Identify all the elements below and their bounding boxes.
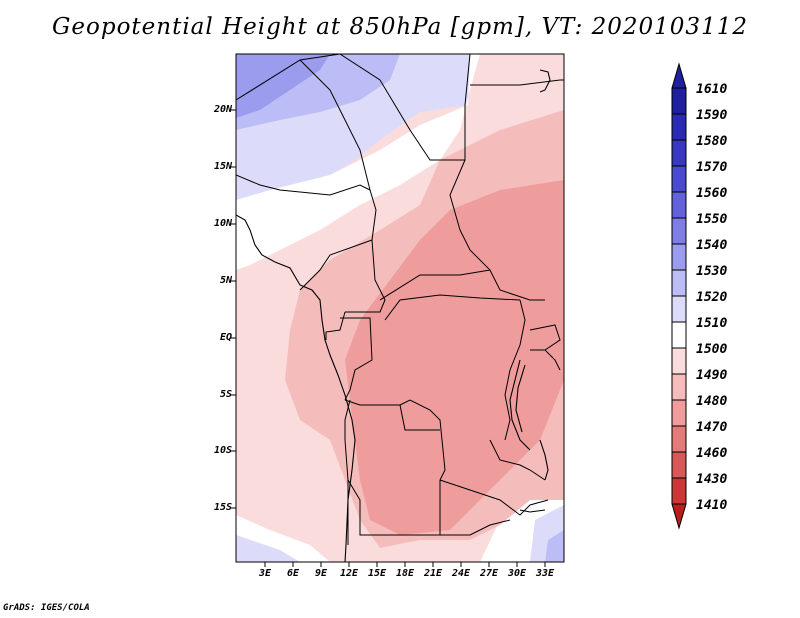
colorbar-swatch	[671, 139, 687, 167]
map-frame	[235, 53, 565, 563]
lon-label-6e: 6E	[286, 568, 300, 579]
lon-ticks	[264, 562, 546, 567]
border-line	[325, 311, 346, 340]
border-line	[347, 479, 440, 536]
border-line	[439, 480, 511, 536]
colorbar-bottom-arrow	[671, 503, 687, 530]
colorbar-swatch	[671, 243, 687, 271]
lake-malawi	[539, 439, 549, 481]
field-1480-northeast	[470, 215, 560, 280]
border-line	[384, 294, 521, 321]
border-line	[529, 324, 561, 351]
lat-label-eq: EQ	[219, 332, 232, 343]
lon-label-9e: 9E	[314, 568, 328, 579]
lon-label-18e: 18E	[395, 568, 415, 579]
lat-label-15n: 15N	[213, 161, 232, 172]
lon-label-12e: 12E	[339, 568, 359, 579]
field-1520-south	[236, 535, 300, 562]
colorbar-swatch	[671, 295, 687, 323]
border-line	[504, 299, 526, 441]
colorbar-label: 1530	[696, 264, 727, 279]
colorbar-swatch	[671, 87, 687, 115]
lat-label-5n: 5N	[219, 275, 232, 286]
coastline	[236, 69, 551, 562]
grads-credit: GrADS: IGES/COLA	[3, 603, 90, 613]
colorbar-swatch	[671, 191, 687, 219]
border-line	[544, 349, 561, 371]
field-1510-band	[236, 54, 480, 270]
colorbar: 1610 1590 1580 1570 1560 1550 1540 1530 1520 1510…	[671, 62, 727, 530]
colorbar-swatch	[671, 321, 687, 349]
colorbar-label: 1480	[696, 394, 727, 409]
colorbar-label: 1560	[696, 186, 727, 201]
colorbar-label: 1430	[696, 472, 727, 487]
colorbar-swatch	[671, 477, 687, 505]
border-line	[439, 479, 549, 516]
border-line	[236, 174, 371, 196]
colorbar-swatch	[671, 165, 687, 193]
lat-label-15s: 15S	[213, 502, 232, 513]
colorbar-label: 1490	[696, 368, 727, 383]
lat-label-20n: 20N	[213, 104, 232, 115]
colorbar-label: 1510	[696, 316, 727, 331]
lon-label-15e: 15E	[367, 568, 387, 579]
border-line	[339, 54, 471, 161]
field-1540-zone	[236, 54, 330, 118]
chart-title: Geopotential Height at 850hPa [gpm], VT:…	[52, 14, 748, 40]
colorbar-label: 1570	[696, 160, 727, 175]
colorbar-swatch	[671, 217, 687, 245]
colorbar-label: 1550	[696, 212, 727, 227]
border-line	[489, 439, 546, 481]
colorbar-label: 1460	[696, 446, 727, 461]
border-line	[340, 317, 373, 401]
colorbar-swatch	[671, 347, 687, 375]
colorbar-swatch	[671, 399, 687, 427]
border-line	[299, 239, 373, 291]
border-line	[449, 159, 545, 301]
colorbar-label: 1580	[696, 134, 727, 149]
colorbar-swatch	[671, 373, 687, 401]
colorbar-swatch	[671, 269, 687, 297]
coastline-northeast	[539, 69, 551, 93]
lake-kariba	[519, 509, 546, 513]
lon-label-24e: 24E	[451, 568, 471, 579]
border-line	[345, 239, 386, 313]
lon-label-21e: 21E	[423, 568, 443, 579]
colorbar-swatch	[671, 451, 687, 479]
border-line	[379, 269, 491, 301]
lake-tanganyika	[509, 359, 531, 451]
border-line	[470, 79, 564, 86]
colorbar-label: 1520	[696, 290, 727, 305]
colorbar-label: 1410	[696, 498, 727, 513]
height-field	[236, 54, 564, 562]
lon-label-3e: 3E	[258, 568, 272, 579]
country-borders	[236, 54, 564, 545]
lon-label-33e: 33E	[535, 568, 555, 579]
colorbar-label: 1590	[696, 108, 727, 123]
colorbar-label: 1470	[696, 420, 727, 435]
field-1530-southeast	[545, 530, 564, 562]
colorbar-label: 1540	[696, 238, 727, 253]
lon-label-27e: 27E	[479, 568, 499, 579]
lake-tanganyika-east-shore	[515, 364, 526, 433]
colorbar-swatch	[671, 113, 687, 141]
lat-label-10s: 10S	[213, 445, 232, 456]
coastline-west	[236, 214, 356, 562]
lon-label-30e: 30E	[507, 568, 527, 579]
lat-label-10n: 10N	[213, 218, 232, 229]
border-line	[299, 59, 377, 241]
colorbar-label: 1500	[696, 342, 727, 357]
colorbar-top-arrow	[671, 62, 687, 89]
lat-ticks	[231, 109, 236, 509]
border-line	[399, 404, 440, 431]
colorbar-swatch	[671, 425, 687, 453]
colorbar-label: 1610	[696, 82, 727, 97]
border-line	[344, 399, 446, 481]
lat-label-5s: 5S	[219, 389, 232, 400]
